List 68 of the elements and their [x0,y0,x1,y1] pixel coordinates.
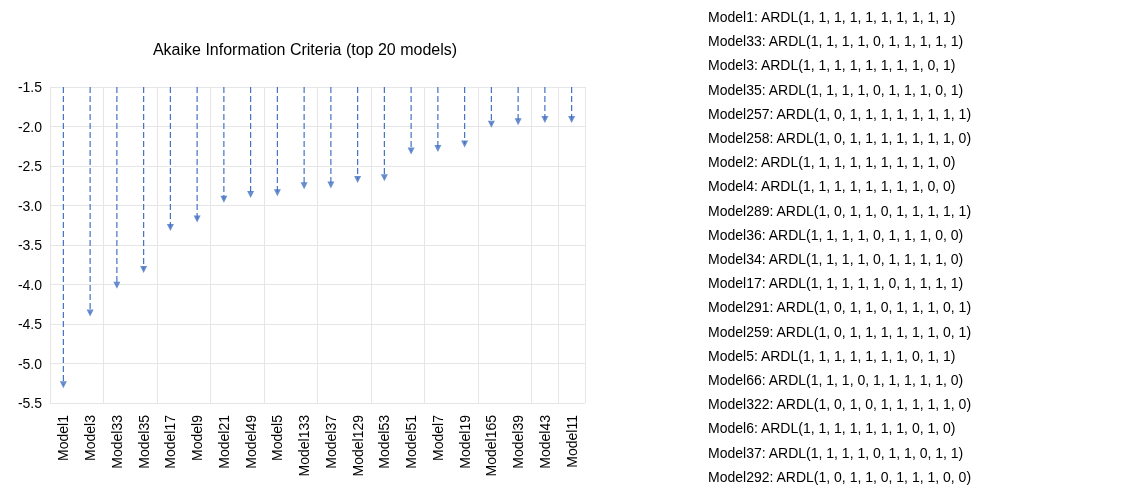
x-tick-label: Model35 [135,414,152,469]
x-tick-label: Model11 [563,414,580,468]
y-tick-label: -2.5 [17,158,43,174]
x-tick-label: Model133 [296,414,313,477]
text: Model2: ARDL(1, 1, 1, 1, 1, 1, 1, 1, 1, 0) [708,154,956,171]
chart-title: Akaike Information Criteria (top 20 models) [152,40,458,58]
point [300,182,308,190]
text: Model34: ARDL(1, 1, 1, 1, 0, 1, 1, 1, 1, 0) [708,251,964,267]
point [514,118,522,126]
text: Model33: ARDL(1, 1, 1, 1, 0, 1, 1, 1, 1, 1) [708,33,964,50]
point [407,147,415,155]
x-tick-label: Model49 [242,414,259,469]
x-tick-label: Model7 [429,414,446,461]
x-tick-label: Model51 [403,414,420,469]
text: Model66: ARDL(1, 1, 1, 0, 1, 1, 1, 1, 1, 0) [708,372,964,388]
point [273,189,281,197]
y-tick-label: -4.5 [17,316,43,332]
y-tick-label: -2.0 [17,118,43,135]
point [86,309,94,317]
point [247,190,255,198]
text: Model5: ARDL(1, 1, 1, 1, 1, 1, 1, 0, 1, 1) [708,347,956,364]
y-tick-label: -4.0 [17,276,43,293]
text: Model289: ARDL(1, 0, 1, 1, 0, 1, 1, 1, 1, 1) [708,202,972,219]
x-tick-label: Model19 [456,414,473,469]
point [113,281,121,289]
y-tick-label: -5.5 [17,395,43,411]
point [140,265,148,273]
point [380,174,388,182]
x-tick-label: Model165 [483,414,500,477]
y-tick-label: -5.0 [17,355,43,372]
text: Model37: ARDL(1, 1, 1, 1, 0, 1, 1, 0, 1, 1) [708,444,964,461]
point [327,181,335,189]
x-tick-label: Model39 [510,414,527,469]
point [166,224,174,232]
text: Model258: ARDL(1, 0, 1, 1, 1, 1, 1, 1, 1, 0) [708,130,972,146]
text: Model4: ARDL(1, 1, 1, 1, 1, 1, 1, 1, 0, 0) [708,178,956,195]
text: Model3: ARDL(1, 1, 1, 1, 1, 1, 1, 1, 0, 1) [708,57,956,74]
point [541,115,549,123]
text: Model1: ARDL(1, 1, 1, 1, 1, 1, 1, 1, 1, 1) [708,9,956,25]
point [59,381,67,389]
text: Model36: ARDL(1, 1, 1, 1, 0, 1, 1, 1, 0, 0) [708,226,964,243]
y-tick-label: -1.5 [17,79,43,95]
x-tick-label: Model53 [376,414,393,469]
x-tick-label: Model5 [269,414,286,461]
x-tick-label: Model43 [536,414,553,469]
x-tick-label: Model1 [55,414,72,461]
text: Model17: ARDL(1, 1, 1, 1, 1, 0, 1, 1, 1, 1) [708,275,964,292]
point [568,115,576,123]
text: Model6: ARDL(1, 1, 1, 1, 1, 1, 1, 0, 1, 0) [708,420,956,437]
x-tick-label: Model33 [108,414,125,469]
point [193,215,201,223]
x-tick-label: Model21 [215,414,232,469]
x-tick-label: Model129 [349,414,366,477]
text: Model292: ARDL(1, 0, 1, 1, 0, 1, 1, 1, 0, 0) [708,468,972,485]
point [434,145,442,153]
text: Model35: ARDL(1, 1, 1, 1, 0, 1, 1, 1, 0, 1) [708,81,964,98]
text: Model259: ARDL(1, 0, 1, 1, 1, 1, 1, 1, 0, 1) [708,323,972,340]
x-tick-label: Model37 [322,414,339,469]
y-tick-label: -3.0 [17,197,43,214]
x-tick-label: Model9 [189,414,206,461]
text: Model291: ARDL(1, 0, 1, 1, 0, 1, 1, 1, 0, 1) [708,299,972,316]
text: Model322: ARDL(1, 0, 1, 0, 1, 1, 1, 1, 1, 0) [708,396,972,413]
point [461,140,469,148]
point [354,175,362,183]
text: Model257: ARDL(1, 0, 1, 1, 1, 1, 1, 1, 1, 1) [708,105,972,122]
y-tick-label: -3.5 [17,237,43,253]
x-tick-label: Model3 [82,414,99,461]
x-tick-label: Model17 [162,414,179,469]
